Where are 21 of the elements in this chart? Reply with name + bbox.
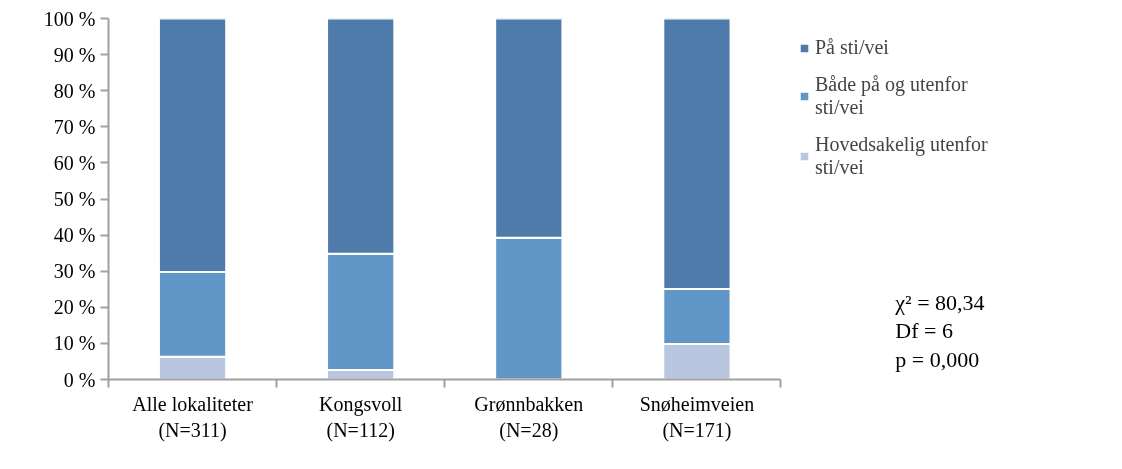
y-tick-label: 10 % (53, 332, 96, 355)
text: χ² = 80,34 (894, 289, 985, 315)
y-tick-label: 70 % (53, 115, 96, 138)
y-tick-label: 90 % (53, 43, 96, 66)
y-tick-label: 80 % (53, 79, 96, 102)
legend-label: Både på og utenfor sti/vei (815, 73, 968, 119)
x-tick-label: Alle lokaliteter (N=311) (132, 392, 254, 442)
y-tick-label: 50 % (53, 188, 96, 210)
x-tick-label: Snøheimveien (N=171) (639, 392, 755, 442)
x-tick-label: Kongsvoll (N=112) (319, 392, 403, 442)
y-tick-label: 30 % (53, 260, 96, 283)
text: p = 0,000 (895, 347, 980, 373)
y-tick-label: 0 % (63, 368, 96, 391)
text: Df = 6 (895, 318, 953, 344)
y-tick-label: 60 % (53, 151, 96, 174)
y-tick-label: 20 % (53, 296, 96, 319)
y-tick-label: 100 % (43, 7, 96, 30)
legend-label: Hovedsakelig utenfor sti/vei (815, 133, 988, 179)
x-tick-label: Grønnbakken (N=28) (474, 392, 584, 442)
legend-label: På sti/vei (815, 36, 889, 59)
y-tick-label: 40 % (53, 224, 96, 247)
